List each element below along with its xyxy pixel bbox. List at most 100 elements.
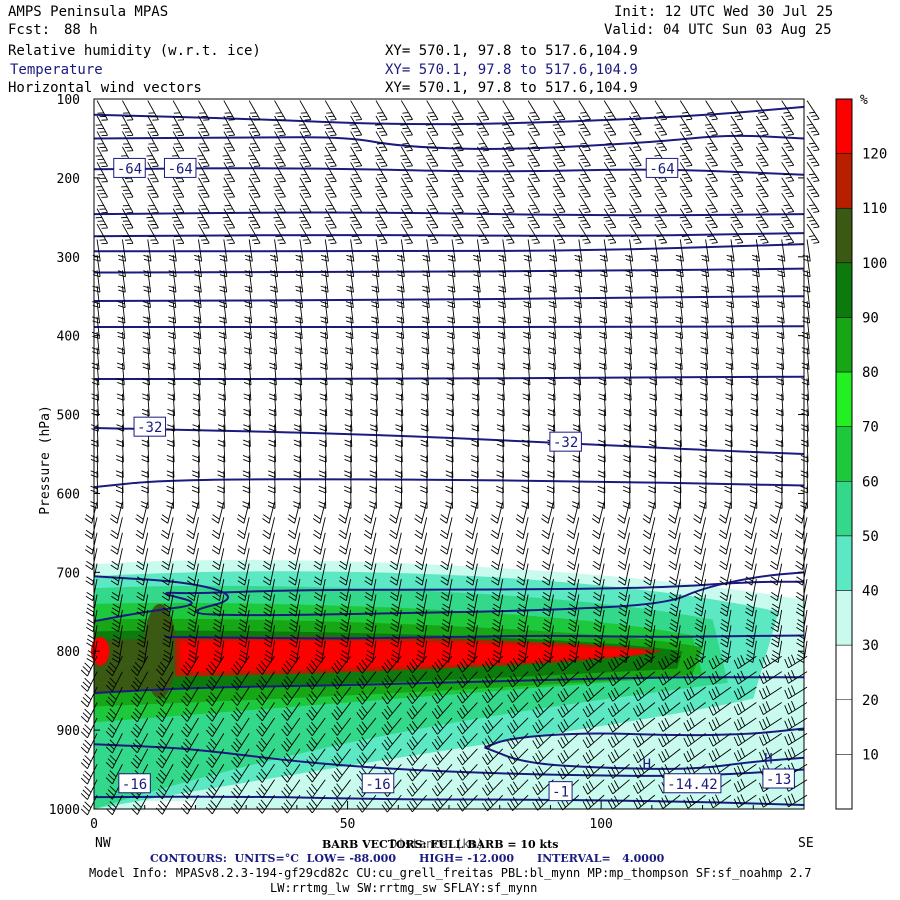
wind-barb [527, 208, 541, 229]
wind-barb [295, 239, 304, 262]
wind-barb [295, 285, 304, 309]
wind-barb [314, 625, 326, 648]
wind-barb [147, 192, 159, 214]
wind-barb [237, 548, 250, 571]
wind-barb [324, 223, 337, 245]
wind-barb [142, 285, 151, 309]
wind-barb [582, 686, 605, 702]
wind-barb [507, 717, 529, 734]
wind-barb [693, 532, 707, 555]
wind-barb [497, 301, 506, 324]
wind-barb [541, 548, 554, 571]
wind-barb [456, 717, 478, 735]
wind-barb [603, 131, 617, 152]
temp-contour-12 [93, 580, 804, 623]
wind-barb [552, 177, 566, 198]
wind-barb [320, 301, 329, 324]
wind-barb [744, 578, 757, 602]
wind-barb [628, 208, 642, 229]
wind-barb [751, 270, 760, 293]
wind-barb [395, 347, 404, 370]
wind-barb [197, 115, 210, 137]
wind-barb [567, 594, 580, 617]
wind-barb [363, 517, 377, 540]
wind-barb [795, 563, 808, 586]
wind-barb [573, 332, 582, 355]
wind-barb [162, 640, 174, 663]
contour-label: -13 [766, 772, 791, 788]
wind-barb [180, 717, 199, 738]
wind-barb [607, 655, 630, 671]
wind-barb [319, 332, 328, 355]
wind-barb [628, 177, 642, 198]
wind-barb [527, 115, 541, 136]
rh-low-core [489, 726, 804, 802]
wind-barb [370, 362, 379, 386]
x-end-label-se: SE [798, 836, 814, 851]
wind-barb [593, 640, 605, 663]
wind-barb [441, 640, 453, 663]
wind-barb [186, 501, 199, 524]
wind-barb [701, 239, 710, 262]
wind-barb [117, 270, 126, 293]
wind-barb [306, 733, 326, 752]
wind-barb [331, 779, 351, 798]
wind-barb [231, 779, 250, 799]
wind-barb [542, 609, 554, 632]
temp-contour-18 [484, 727, 805, 749]
wind-barb [705, 131, 718, 152]
wind-barb [749, 455, 758, 478]
wind-barb [755, 208, 769, 229]
wind-barb [219, 254, 228, 278]
wind-barb [617, 501, 630, 524]
wind-barb [85, 548, 98, 571]
wind-barb [490, 501, 504, 524]
wind-barb [482, 686, 504, 704]
wind-barb [726, 239, 735, 262]
wind-barb [643, 578, 656, 602]
wind-barb [390, 609, 402, 632]
wind-barb [675, 285, 684, 309]
wind-barb [142, 316, 151, 339]
wind-barb [541, 532, 554, 555]
y-tick-label: 700 [57, 566, 80, 581]
wind-barb [592, 517, 605, 540]
wind-barb [708, 732, 732, 747]
wind-barb [532, 763, 554, 780]
wind-barb [313, 548, 326, 571]
wind-barb [769, 548, 783, 571]
wind-barb [146, 146, 159, 167]
wind-barb [117, 332, 126, 355]
wind-barb [523, 254, 532, 278]
wind-barb [517, 640, 529, 663]
wind-barb [96, 192, 108, 214]
wind-barb [603, 192, 617, 213]
wind-barb [331, 686, 351, 705]
wind-barb [675, 301, 684, 324]
model-title: AMPS Peninsula MPAS [8, 4, 169, 20]
wind-barb [105, 733, 123, 754]
wind-barb [146, 115, 159, 137]
wind-barb [370, 316, 379, 339]
wind-barb [194, 239, 203, 262]
wind-barb [498, 254, 507, 278]
wind-barb [553, 162, 566, 183]
wind-barb [161, 578, 174, 602]
wind-barb [244, 270, 253, 293]
wind-barb [218, 301, 227, 324]
wind-barb [171, 115, 185, 137]
wind-barb [155, 671, 174, 692]
wind-barb [396, 316, 405, 339]
wind-barb [431, 717, 453, 735]
wind-barb [306, 779, 326, 798]
wind-barb [750, 347, 759, 370]
wind-barb [143, 270, 152, 293]
wind-barb [400, 177, 413, 198]
wind-barb [542, 578, 554, 602]
wind-barb [496, 455, 505, 478]
wind-barb [167, 347, 176, 370]
wind-barb [629, 131, 642, 152]
wind-barb [477, 192, 490, 214]
wind-barb [238, 594, 250, 617]
wind-barb [431, 702, 453, 720]
